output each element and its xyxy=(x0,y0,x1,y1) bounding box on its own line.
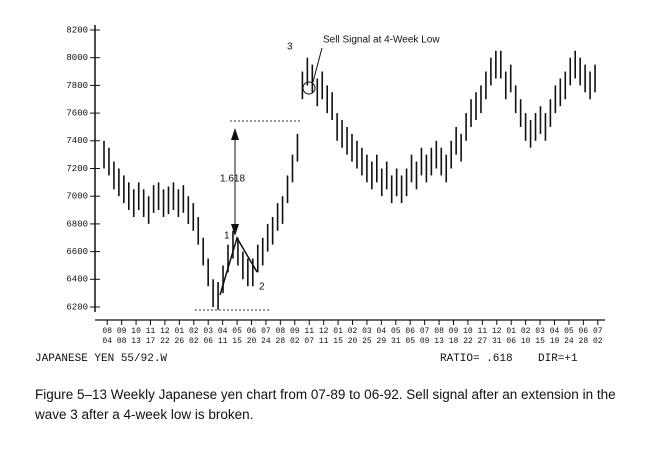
y-tick-label: 6200 xyxy=(66,302,88,312)
caption: Figure 5–13 Weekly Japanese yen chart fr… xyxy=(35,387,616,422)
x-tick-label: 05 xyxy=(391,327,401,336)
x-tick-label: 15 xyxy=(535,337,545,346)
x-tick-label: 15 xyxy=(232,337,242,346)
x-tick-label: 07 xyxy=(420,327,430,336)
x-tick-label: 02 xyxy=(189,337,199,346)
y-tick-label: 8200 xyxy=(66,25,88,35)
x-tick-label: 02 xyxy=(189,327,199,336)
x-tick-label: 11 xyxy=(478,327,488,336)
x-tick-label: 07 xyxy=(261,327,271,336)
x-tick-label: 02 xyxy=(348,327,358,336)
arrow-head xyxy=(231,128,239,140)
x-tick-label: 04 xyxy=(377,327,387,336)
x-tick-label: 09 xyxy=(290,327,300,336)
footer-label: DIR=+1 xyxy=(538,353,578,365)
x-tick-label: 19 xyxy=(550,337,560,346)
x-tick-label: 08 xyxy=(102,327,112,336)
x-tick-label: 04 xyxy=(102,337,112,346)
y-tick-label: 7200 xyxy=(66,164,88,174)
x-tick-label: 11 xyxy=(218,337,228,346)
x-tick-label: 08 xyxy=(117,337,127,346)
y-tick-label: 7800 xyxy=(66,81,88,91)
x-tick-label: 06 xyxy=(247,327,257,336)
x-tick-label: 20 xyxy=(247,337,257,346)
caption-box: Figure 5–13 Weekly Japanese yen chart fr… xyxy=(35,387,616,422)
x-tick-label: 12 xyxy=(160,327,170,336)
x-tick-label: 29 xyxy=(377,337,387,346)
x-tick-label: 24 xyxy=(564,337,574,346)
x-tick-label: 25 xyxy=(362,337,372,346)
x-tick-label: 12 xyxy=(319,327,329,336)
x-tick-label: 24 xyxy=(261,337,271,346)
y-tick-label: 7000 xyxy=(66,192,88,202)
y-tick-label: 6400 xyxy=(66,275,88,285)
x-tick-label: 06 xyxy=(405,327,415,336)
wave-lines xyxy=(219,236,258,296)
x-tick-label: 11 xyxy=(146,327,156,336)
x-tick-label: 17 xyxy=(146,337,156,346)
x-tick-label: 10 xyxy=(463,327,473,336)
x-tick-label: 09 xyxy=(117,327,127,336)
annotation: 1 xyxy=(224,231,230,242)
x-tick-label: 02 xyxy=(521,327,531,336)
x-tick-label: 03 xyxy=(362,327,372,336)
x-tick-label: 03 xyxy=(203,327,213,336)
footer-label: JAPANESE YEN 55/92.W xyxy=(35,353,167,365)
x-tick-label: 06 xyxy=(203,337,213,346)
x-tick-label: 03 xyxy=(535,327,545,336)
x-tick-label: 02 xyxy=(290,337,300,346)
x-tick-label: 31 xyxy=(391,337,401,346)
y-tick-label: 7400 xyxy=(66,136,88,146)
x-tick-label: 07 xyxy=(593,327,603,336)
footer-label: RATIO= .618 xyxy=(440,353,513,365)
annotation: 1.618 xyxy=(220,174,245,185)
arrow-head xyxy=(231,224,239,236)
annotation: Sell Signal at 4-Week Low xyxy=(323,35,440,46)
x-tick-label: 10 xyxy=(521,337,531,346)
x-tick-label: 04 xyxy=(218,327,228,336)
signal-pointer xyxy=(312,47,323,83)
x-tick-label: 28 xyxy=(579,337,589,346)
x-tick-label: 26 xyxy=(175,337,185,346)
x-tick-label: 15 xyxy=(333,337,343,346)
x-tick-label: 02 xyxy=(593,337,603,346)
x-tick-label: 31 xyxy=(492,337,502,346)
x-tick-label: 11 xyxy=(319,337,329,346)
x-tick-label: 05 xyxy=(232,327,242,336)
x-tick-label: 01 xyxy=(506,327,516,336)
x-tick-label: 12 xyxy=(492,327,502,336)
x-tick-label: 01 xyxy=(333,327,343,336)
x-tick-label: 07 xyxy=(304,337,314,346)
x-tick-label: 22 xyxy=(160,337,170,346)
y-tick-label: 6800 xyxy=(66,219,88,229)
x-tick-label: 01 xyxy=(175,327,185,336)
annotation: 3 xyxy=(287,42,293,53)
x-tick-label: 10 xyxy=(131,327,141,336)
x-tick-label: 05 xyxy=(405,337,415,346)
x-tick-label: 08 xyxy=(434,327,444,336)
x-tick-label: 06 xyxy=(506,337,516,346)
annotation: 2 xyxy=(259,282,265,293)
x-tick-label: 13 xyxy=(434,337,444,346)
x-tick-label: 20 xyxy=(348,337,358,346)
x-tick-label: 06 xyxy=(579,327,589,336)
x-tick-label: 13 xyxy=(131,337,141,346)
y-tick-label: 7600 xyxy=(66,108,88,118)
x-tick-label: 27 xyxy=(478,337,488,346)
x-tick-label: 22 xyxy=(463,337,473,346)
x-tick-label: 18 xyxy=(449,337,459,346)
x-tick-label: 28 xyxy=(276,337,286,346)
x-tick-label: 04 xyxy=(550,327,560,336)
x-tick-label: 11 xyxy=(304,327,314,336)
x-tick-label: 09 xyxy=(449,327,459,336)
x-tick-label: 09 xyxy=(420,337,430,346)
y-tick-label: 8000 xyxy=(66,53,88,63)
x-tick-label: 05 xyxy=(564,327,574,336)
x-tick-label: 08 xyxy=(276,327,286,336)
y-tick-label: 6600 xyxy=(66,247,88,257)
